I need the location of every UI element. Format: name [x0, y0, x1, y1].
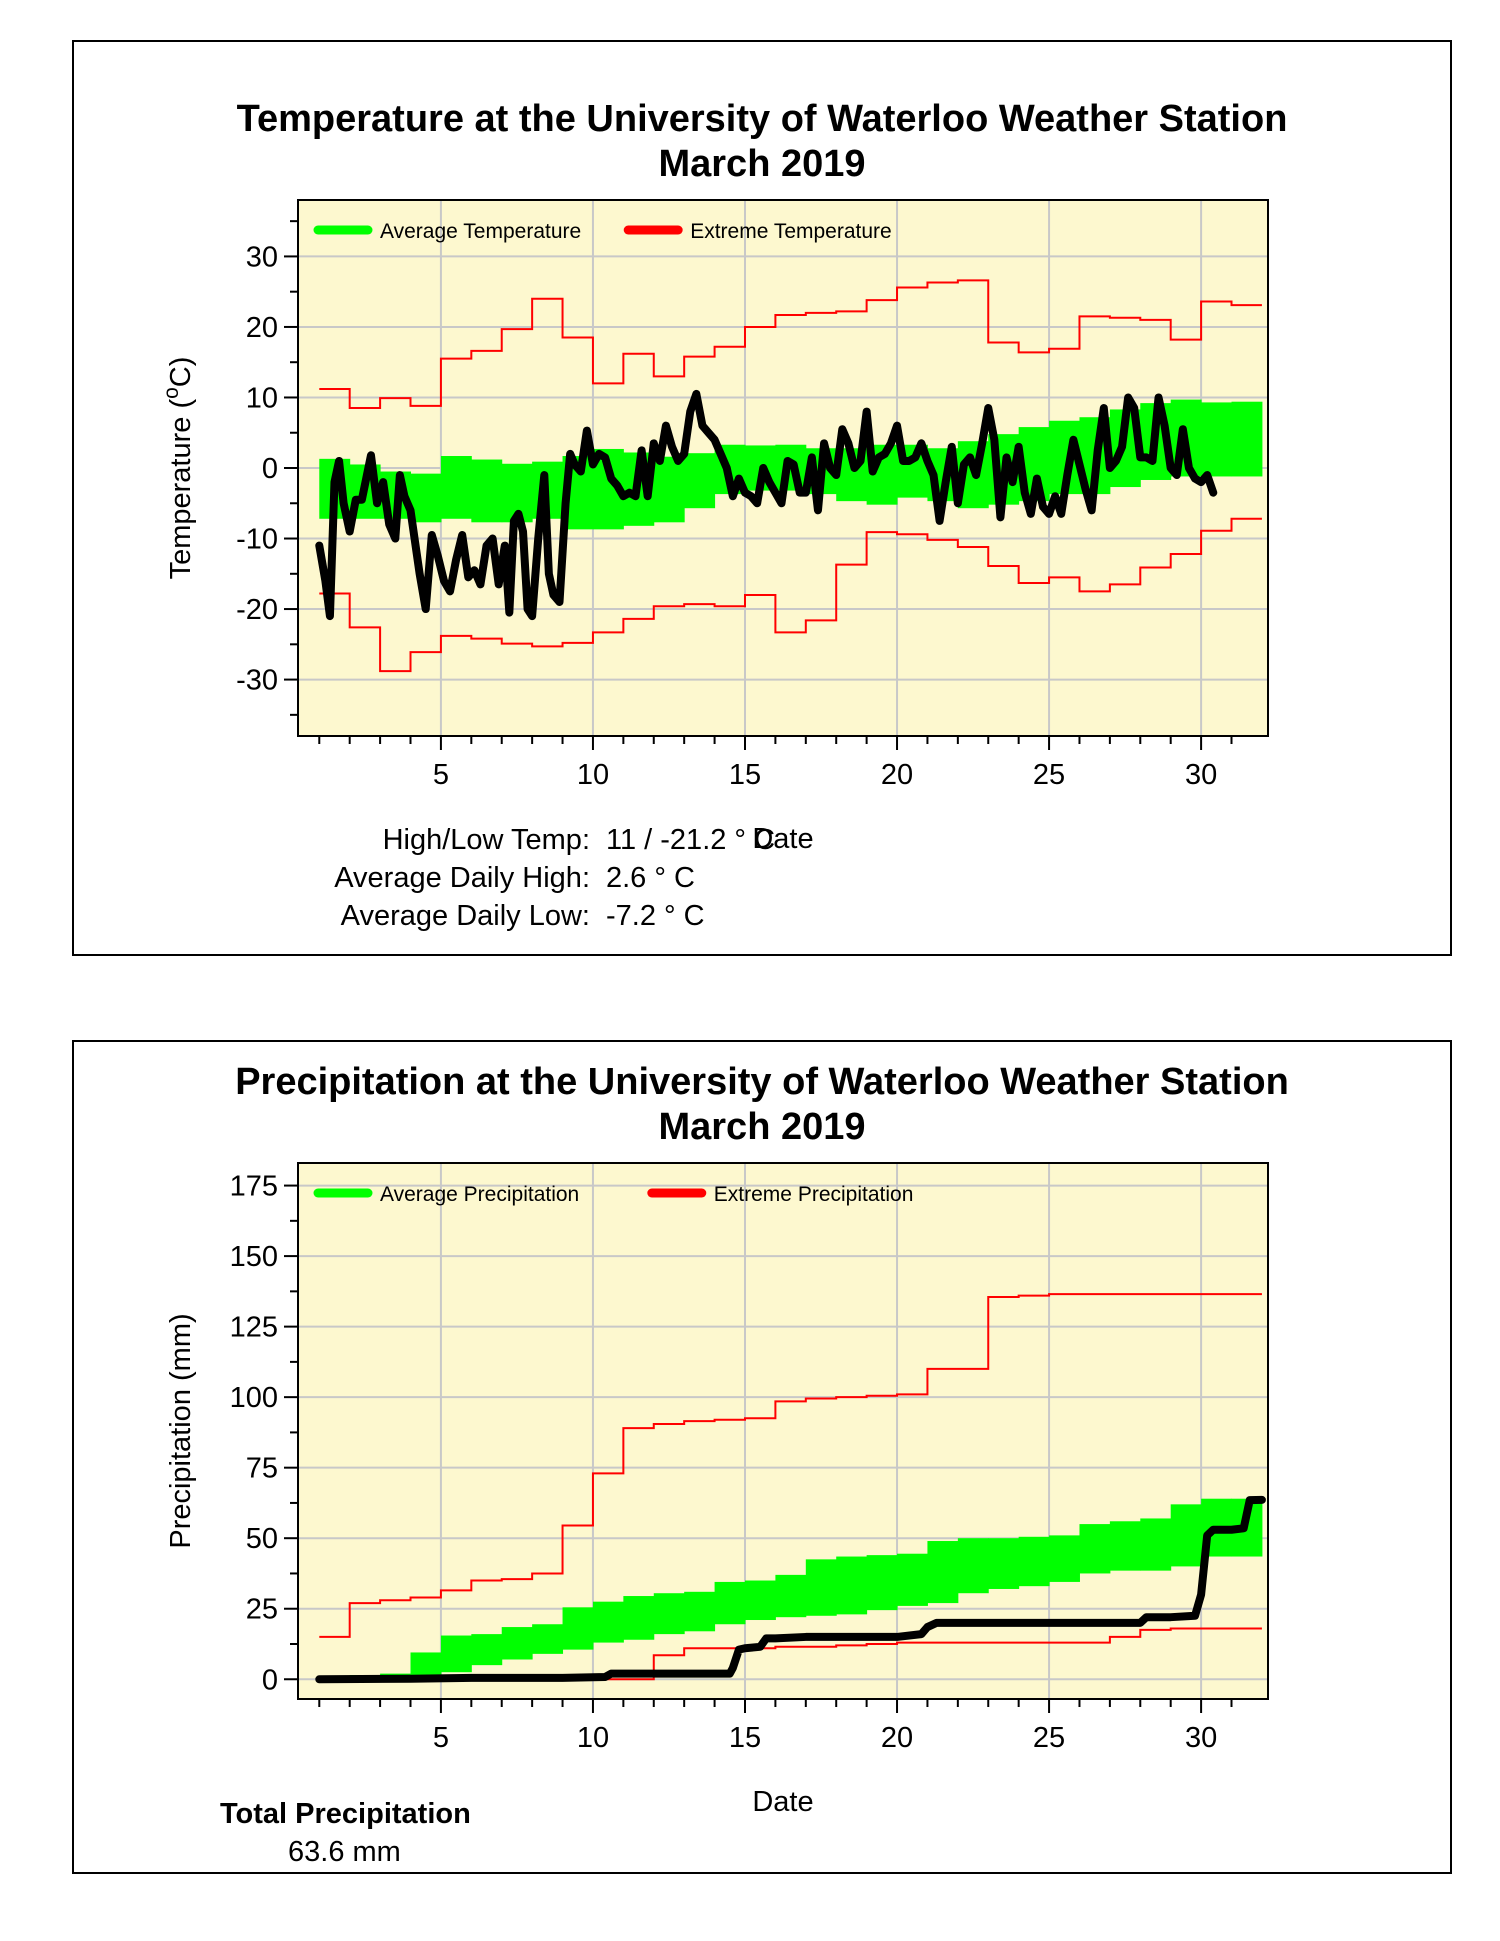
y-tick-label: 50 — [246, 1523, 278, 1555]
x-tick-label: 5 — [433, 759, 449, 791]
average-band-segment — [775, 1574, 807, 1618]
y-tick-label: 20 — [246, 312, 278, 344]
temperature-chart: 5 10 15 20 25 30 -30 -20 -10 0 10 20 30 Date Temperatu… — [160, 199, 1269, 855]
average-band-segment — [1201, 402, 1233, 477]
average-band-segment — [623, 1596, 655, 1640]
average-band-segment — [562, 1607, 594, 1650]
y-tick-label: 0 — [262, 453, 278, 485]
extreme-upper-line — [319, 1293, 1262, 1638]
y-axis-label: Temperature (oC) — [160, 357, 197, 580]
y-tick-label: -20 — [236, 594, 278, 626]
y-tick-label: 10 — [246, 382, 278, 414]
average-daily-low-label: Average Daily Low: — [340, 900, 590, 932]
y-tick-label: 175 — [230, 1171, 278, 1203]
average-daily-high-value: 2.6 ° C — [606, 862, 695, 894]
average-band-segment — [1140, 1518, 1172, 1571]
legend-label: Average Precipitation — [380, 1183, 579, 1206]
observed-line — [315, 389, 1218, 621]
average-band-segment — [410, 1652, 442, 1677]
average-band-segment — [714, 1581, 746, 1625]
legend-label: Extreme Precipitation — [714, 1183, 914, 1206]
y-tick-label: 25 — [246, 1594, 278, 1626]
high-low-temp-value: 11 / -21.2 ° C — [606, 824, 776, 856]
x-tick-label: 25 — [1033, 1722, 1065, 1754]
x-tick-label: 20 — [881, 759, 913, 791]
total-precipitation-label: Total Precipitation — [220, 1798, 471, 1830]
average-band-segment — [897, 1553, 928, 1606]
precipitation-chart: 5 10 15 20 25 30 0 25 50 75 100 125 150 175 Date Precip… — [165, 1162, 1269, 1818]
average-band-segment — [592, 1601, 624, 1643]
x-tick-label: 25 — [1033, 759, 1065, 791]
x-tick-label: 15 — [729, 1722, 761, 1754]
x-axis-label: Date — [752, 823, 813, 855]
total-precipitation-value: 63.6 mm — [288, 1836, 401, 1868]
average-band-segment — [532, 1624, 564, 1654]
average-band-segment — [501, 1627, 533, 1660]
y-tick-label: -10 — [236, 524, 278, 556]
legend-label: Average Temperature — [380, 220, 581, 243]
y-tick-label: 75 — [246, 1453, 278, 1485]
x-tick-label: 15 — [729, 759, 761, 791]
y-tick-label: 30 — [246, 241, 278, 273]
average-daily-low-value: -7.2 ° C — [606, 900, 705, 932]
average-band-segment — [1018, 1536, 1050, 1587]
plot-frame — [297, 1162, 1269, 1700]
average-band-segment — [1170, 1504, 1202, 1567]
average-band-segment — [1049, 1535, 1080, 1582]
extreme-upper-line — [319, 279, 1262, 410]
precipitation-chart-subtitle: March 2019 — [658, 1106, 866, 1148]
average-band-segment — [1109, 1521, 1141, 1571]
average-band-segment — [410, 473, 442, 523]
average-band-segment — [957, 1538, 989, 1594]
plot-area — [298, 1163, 1268, 1699]
x-axis-label: Date — [752, 1786, 813, 1818]
legend-label: Extreme Temperature — [690, 220, 892, 243]
average-band-segment — [1079, 1524, 1111, 1574]
precipitation-chart-title: Precipitation at the University of Water… — [235, 1061, 1289, 1103]
average-band-segment — [836, 1556, 868, 1615]
average-band-segment — [927, 1541, 959, 1604]
average-daily-high-label: Average Daily High: — [334, 862, 590, 894]
average-band-segment — [684, 453, 716, 509]
average-band-segment — [471, 459, 503, 523]
y-tick-label: 0 — [262, 1664, 278, 1696]
y-tick-label: -30 — [236, 665, 278, 697]
average-band-segment — [805, 1559, 837, 1616]
temperature-chart-subtitle: March 2019 — [658, 143, 866, 185]
x-tick-label: 30 — [1185, 1722, 1217, 1754]
x-tick-label: 30 — [1185, 759, 1217, 791]
average-band-segment — [440, 456, 472, 519]
extreme-lower-line — [319, 517, 1262, 673]
precipitation-panel: Precipitation at the University of Water… — [72, 1040, 1452, 1874]
average-band-segment — [653, 1593, 685, 1635]
y-tick-label: 150 — [230, 1241, 278, 1273]
average-band-segment — [744, 1580, 776, 1621]
y-axis-label: Precipitation (mm) — [165, 1313, 197, 1548]
temperature-panel: Temperature at the University of Waterlo… — [72, 40, 1452, 956]
y-tick-label: 125 — [230, 1312, 278, 1344]
average-band-segment — [1231, 401, 1263, 477]
observed-line — [315, 1495, 1266, 1684]
x-tick-label: 10 — [577, 759, 609, 791]
temperature-chart-title: Temperature at the University of Waterlo… — [236, 98, 1288, 140]
average-band-segment — [684, 1591, 716, 1632]
average-band-segment — [440, 1635, 472, 1673]
average-band-segment — [653, 456, 685, 523]
high-low-temp-label: High/Low Temp: — [382, 824, 590, 856]
x-tick-label: 20 — [881, 1722, 913, 1754]
average-band-segment — [471, 1634, 503, 1666]
average-band-segment — [988, 1538, 1020, 1589]
x-tick-label: 10 — [577, 1722, 609, 1754]
average-band-segment — [866, 1555, 898, 1611]
y-tick-label: 100 — [230, 1382, 278, 1414]
x-tick-label: 5 — [433, 1722, 449, 1754]
